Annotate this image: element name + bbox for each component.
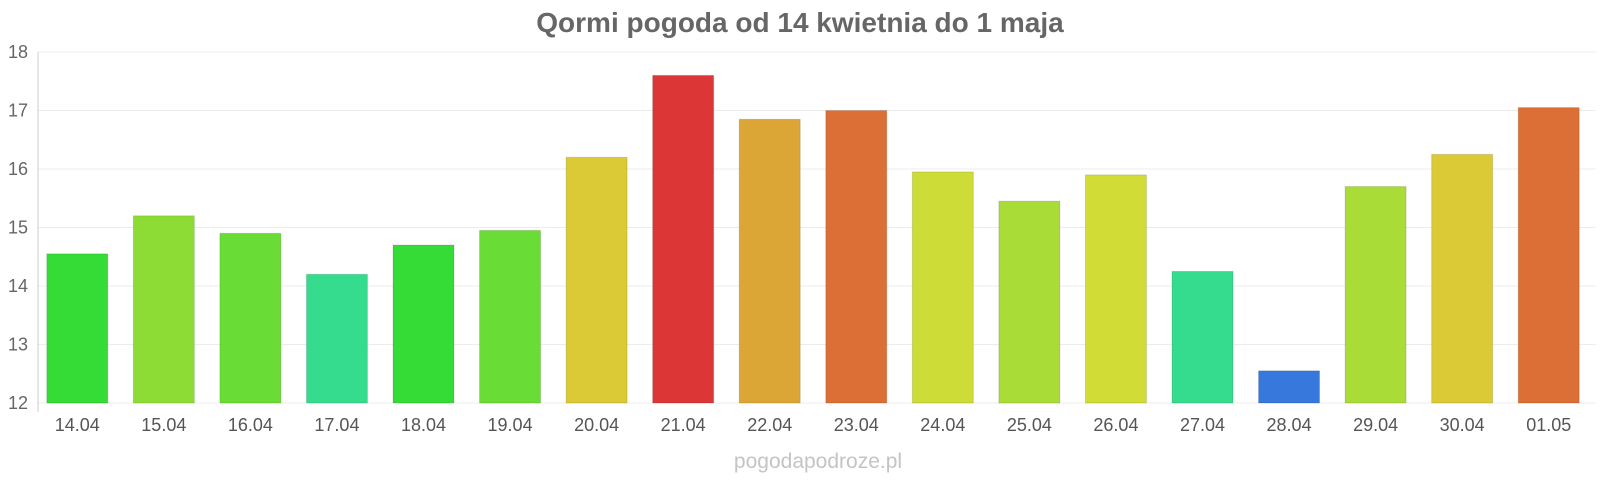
x-tick-label: 24.04 (920, 415, 965, 435)
bar-26-04[interactable] (1084, 174, 1147, 404)
bar-25-04[interactable] (998, 200, 1061, 404)
y-tick-label: 12 (8, 393, 28, 413)
y-axis-ticks: 12 13 14 15 16 17 18 (8, 42, 28, 413)
bar-18-04[interactable] (392, 244, 455, 404)
x-tick-label: 21.04 (661, 415, 706, 435)
bar-16-04[interactable] (219, 232, 282, 404)
watermark: pogodapodroze.pl (734, 450, 902, 473)
bar-30-04[interactable] (1431, 153, 1494, 404)
x-tick-label: 30.04 (1440, 415, 1485, 435)
bar-22-04[interactable] (738, 118, 801, 404)
bar-15-04[interactable] (132, 215, 195, 404)
y-tick-label: 13 (8, 335, 28, 355)
bar-19-04[interactable] (479, 229, 542, 404)
x-tick-label: 29.04 (1353, 415, 1398, 435)
x-tick-label: 16.04 (228, 415, 273, 435)
x-tick-label: 25.04 (1007, 415, 1052, 435)
chart-title: Qormi pogoda od 14 kwietnia do 1 maja (536, 7, 1064, 38)
y-tick-label: 18 (8, 42, 28, 62)
y-tick-label: 14 (8, 276, 28, 296)
bar-29-04[interactable] (1344, 186, 1407, 404)
bar-01-05[interactable] (1517, 107, 1580, 404)
x-tick-label: 14.04 (55, 415, 100, 435)
bar-20-04[interactable] (565, 156, 628, 404)
x-tick-label: 15.04 (141, 415, 186, 435)
x-tick-label: 01.05 (1526, 415, 1571, 435)
bar-14-04[interactable] (46, 253, 109, 404)
x-axis-ticks: 14.04 15.04 16.04 17.04 18.04 19.04 20.04 21.04… (55, 415, 1571, 435)
bar-17-04[interactable] (305, 273, 368, 404)
bar-24-04[interactable] (911, 171, 974, 404)
x-tick-label: 22.04 (747, 415, 792, 435)
x-tick-label: 28.04 (1267, 415, 1312, 435)
grid-lines (38, 51, 1596, 404)
bar-27-04[interactable] (1171, 270, 1234, 404)
bar-21-04[interactable] (652, 74, 715, 404)
bar-23-04[interactable] (825, 110, 888, 404)
x-tick-label: 26.04 (1093, 415, 1138, 435)
x-tick-label: 20.04 (574, 415, 619, 435)
y-tick-label: 17 (8, 101, 28, 121)
y-tick-label: 15 (8, 218, 28, 238)
x-tick-label: 27.04 (1180, 415, 1225, 435)
y-tick-label: 16 (8, 159, 28, 179)
bars (46, 74, 1580, 404)
x-tick-label: 19.04 (488, 415, 533, 435)
x-tick-label: 23.04 (834, 415, 879, 435)
x-tick-label: 17.04 (314, 415, 359, 435)
bar-28-04[interactable] (1258, 370, 1321, 404)
x-tick-label: 18.04 (401, 415, 446, 435)
